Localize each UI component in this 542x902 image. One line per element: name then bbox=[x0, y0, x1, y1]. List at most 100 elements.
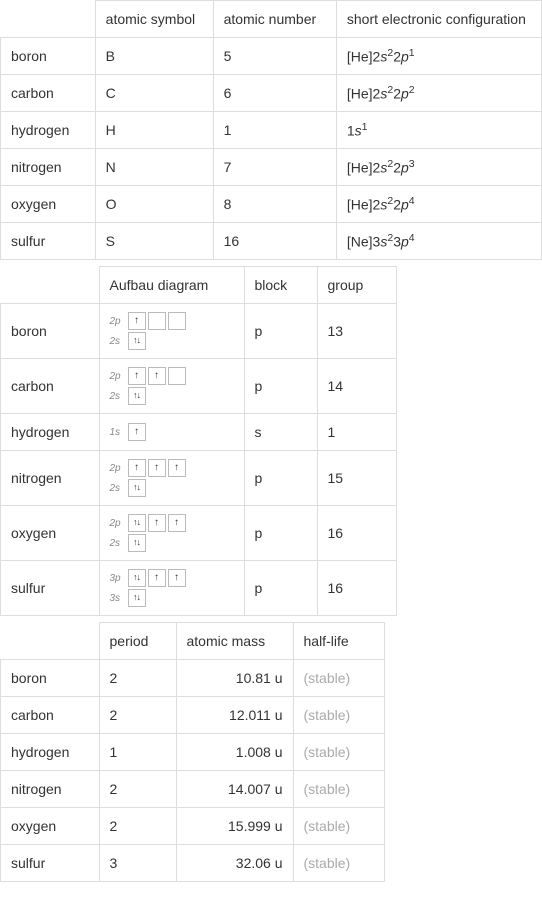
orbital-row: 2p bbox=[110, 312, 188, 330]
period: 2 bbox=[99, 697, 176, 734]
electron-config: [He]2s22p3 bbox=[336, 149, 541, 186]
period: 3 bbox=[99, 845, 176, 882]
table-row: hydrogen 1s s1 bbox=[1, 414, 397, 451]
element-name: carbon bbox=[1, 359, 100, 414]
block: p bbox=[244, 451, 317, 506]
orbital-label: 2s bbox=[110, 538, 124, 549]
atomic-mass: 32.06 u bbox=[176, 845, 293, 882]
arrow-updown-icon bbox=[133, 483, 140, 493]
table-row: nitrogen214.007 u(stable) bbox=[1, 771, 385, 808]
orbital-box bbox=[148, 367, 166, 385]
orbital-box bbox=[148, 459, 166, 477]
mass-halflife-table: period atomic mass half-life boron210.81… bbox=[0, 622, 385, 882]
arrow-up-icon bbox=[154, 371, 159, 381]
config-exp: 4 bbox=[409, 232, 415, 244]
block: p bbox=[244, 359, 317, 414]
orbital-box bbox=[128, 589, 146, 607]
half-life: (stable) bbox=[293, 771, 384, 808]
atomic-mass: 12.011 u bbox=[176, 697, 293, 734]
orbital-box bbox=[168, 569, 186, 587]
element-name: boron bbox=[1, 38, 96, 75]
group: 15 bbox=[317, 451, 396, 506]
config-exp: 2 bbox=[409, 84, 415, 96]
config-exp: 3 bbox=[409, 158, 415, 170]
electron-config: [He]2s22p2 bbox=[336, 75, 541, 112]
atomic-symbol: S bbox=[95, 223, 213, 260]
table-row: carbonC6[He]2s22p2 bbox=[1, 75, 542, 112]
table-row: nitrogen 2p 2s p15 bbox=[1, 451, 397, 506]
electron-config: [He]2s22p1 bbox=[336, 38, 541, 75]
aufbau-diagram: 1s bbox=[110, 421, 148, 443]
orbital-label: 2p bbox=[110, 463, 124, 474]
orbital-row: 1s bbox=[110, 423, 148, 441]
orbital-box bbox=[168, 459, 186, 477]
group: 1 bbox=[317, 414, 396, 451]
orbital-label: 3s bbox=[110, 593, 124, 604]
table-header-row: Aufbau diagram block group bbox=[1, 267, 397, 304]
table-row: boron2p2sp13 bbox=[1, 304, 397, 359]
half-life: (stable) bbox=[293, 697, 384, 734]
half-life: (stable) bbox=[293, 845, 384, 882]
atomic-symbol: N bbox=[95, 149, 213, 186]
element-name: sulfur bbox=[1, 561, 100, 616]
table-row: oxygenO8[He]2s22p4 bbox=[1, 186, 542, 223]
atomic-mass: 14.007 u bbox=[176, 771, 293, 808]
arrow-up-icon bbox=[154, 463, 159, 473]
aufbau-table: Aufbau diagram block group boron2p2sp13c… bbox=[0, 266, 397, 616]
config-prefix: [He]2 bbox=[347, 160, 380, 176]
aufbau-diagram: 3p3s bbox=[110, 567, 188, 609]
aufbau-cell: 2p2s bbox=[99, 506, 244, 561]
config-letter: p bbox=[401, 234, 409, 250]
orbital-box bbox=[168, 367, 186, 385]
orbital-label: 2s bbox=[110, 336, 124, 347]
atomic-symbol: O bbox=[95, 186, 213, 223]
table-row: sulfurS16[Ne]3s23p4 bbox=[1, 223, 542, 260]
element-name: hydrogen bbox=[1, 414, 100, 451]
orbital-box bbox=[128, 387, 146, 405]
arrow-updown-icon bbox=[133, 391, 140, 401]
orbital-row: 2p bbox=[110, 367, 188, 385]
atomic-symbol: B bbox=[95, 38, 213, 75]
orbital-box bbox=[128, 569, 146, 587]
atomic-number: 1 bbox=[213, 112, 336, 149]
config-prefix: [He]2 bbox=[347, 86, 380, 102]
header-block: block bbox=[244, 267, 317, 304]
config-mid: 2 bbox=[393, 86, 401, 102]
electron-config-table: atomic symbol atomic number short electr… bbox=[0, 0, 542, 260]
table-row: boron210.81 u(stable) bbox=[1, 660, 385, 697]
orbital-box bbox=[128, 534, 146, 552]
orbital-box bbox=[148, 514, 166, 532]
aufbau-diagram: 2p 2s bbox=[110, 310, 188, 352]
atomic-number: 8 bbox=[213, 186, 336, 223]
atomic-number: 7 bbox=[213, 149, 336, 186]
config-letter: s bbox=[355, 123, 362, 139]
element-name: carbon bbox=[1, 75, 96, 112]
table-row: sulfur332.06 u(stable) bbox=[1, 845, 385, 882]
block: s bbox=[244, 414, 317, 451]
block: p bbox=[244, 506, 317, 561]
element-name: nitrogen bbox=[1, 771, 100, 808]
aufbau-cell: 2p 2s bbox=[99, 304, 244, 359]
arrow-up-icon bbox=[134, 427, 139, 437]
element-name: oxygen bbox=[1, 186, 96, 223]
orbital-box bbox=[128, 367, 146, 385]
group: 16 bbox=[317, 561, 396, 616]
arrow-updown-icon bbox=[133, 336, 140, 346]
atomic-mass: 1.008 u bbox=[176, 734, 293, 771]
element-name: nitrogen bbox=[1, 451, 100, 506]
orbital-box bbox=[128, 459, 146, 477]
atomic-number: 5 bbox=[213, 38, 336, 75]
group: 13 bbox=[317, 304, 396, 359]
aufbau-cell: 1s bbox=[99, 414, 244, 451]
table-row: hydrogenH11s1 bbox=[1, 112, 542, 149]
config-mid: 2 bbox=[393, 49, 401, 65]
element-name: hydrogen bbox=[1, 112, 96, 149]
half-life: (stable) bbox=[293, 660, 384, 697]
orbital-label: 2s bbox=[110, 483, 124, 494]
header-period: period bbox=[99, 623, 176, 660]
arrow-updown-icon bbox=[133, 573, 140, 583]
header-group: group bbox=[317, 267, 396, 304]
aufbau-diagram: 2p2s bbox=[110, 512, 188, 554]
arrow-updown-icon bbox=[133, 538, 140, 548]
arrow-up-icon bbox=[154, 518, 159, 528]
